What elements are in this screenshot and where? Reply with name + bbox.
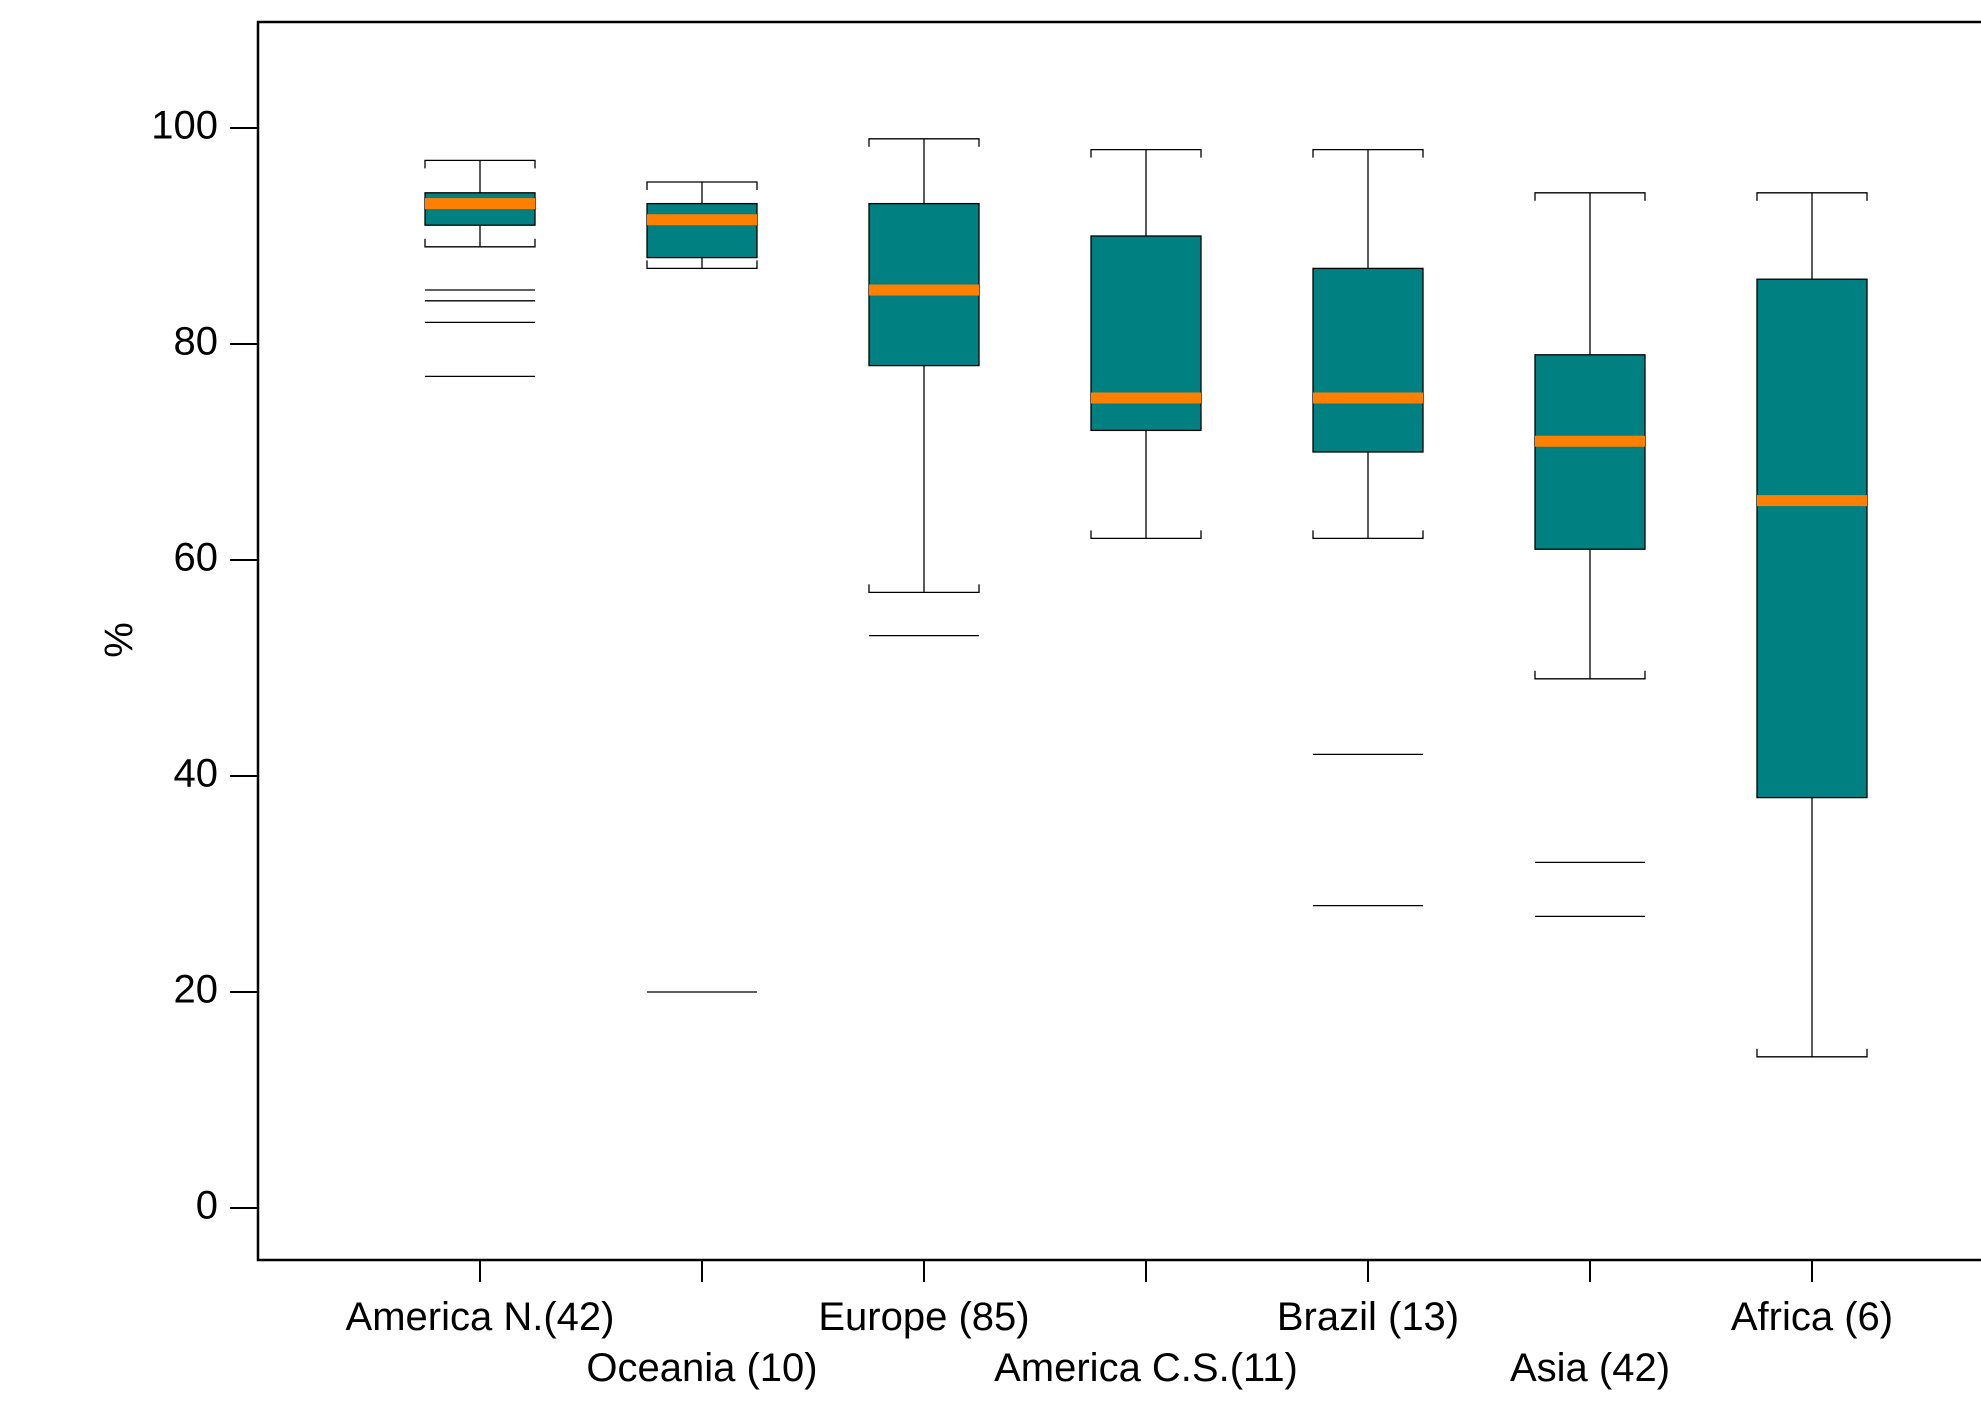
category-label: America N.(42)	[346, 1295, 615, 1339]
box-group	[425, 160, 535, 376]
y-tick-label: 100	[151, 104, 218, 148]
box-group	[1757, 193, 1867, 1057]
boxes	[425, 139, 1867, 1057]
box-group	[869, 139, 979, 636]
box-group	[1313, 150, 1423, 906]
y-tick-label: 40	[174, 752, 219, 796]
y-axis: 0 20 40 60 80 100	[151, 104, 258, 1228]
y-tick-label: 80	[174, 320, 219, 364]
category-label: Asia (42)	[1510, 1346, 1670, 1390]
y-tick-label: 60	[174, 536, 219, 580]
y-axis-title: %	[98, 622, 142, 658]
category-label: Africa (6)	[1731, 1295, 1893, 1339]
box-group	[647, 182, 757, 992]
y-tick-label: 0	[196, 1184, 218, 1228]
x-axis: America N.(42) Oceania (10)Europe (85) Ame…	[346, 1260, 1894, 1390]
box-group	[1535, 193, 1645, 917]
box-iqr	[1313, 268, 1423, 452]
category-label: Brazil (13)	[1277, 1295, 1459, 1339]
box-iqr	[1757, 279, 1867, 797]
category-label: Oceania (10)	[586, 1346, 817, 1390]
box-iqr	[647, 204, 757, 258]
y-tick-label: 20	[174, 968, 219, 1012]
box-group	[1091, 150, 1201, 539]
category-label: Europe (85)	[818, 1295, 1029, 1339]
box-iqr	[1535, 355, 1645, 549]
category-label: America C.S.(11)	[994, 1346, 1298, 1390]
